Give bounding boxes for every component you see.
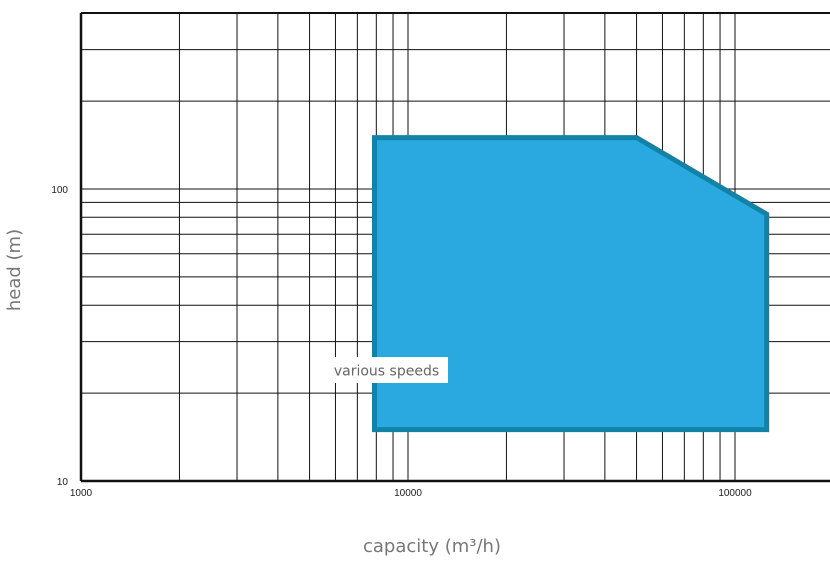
region-label-text: various speeds [334,364,439,380]
operating-region [372,135,770,433]
region-label-background [325,357,448,383]
x-axis-title: capacity (m³/h) [363,536,501,557]
y-tick-label: 10 [57,477,69,488]
region-label: various speeds [325,357,448,383]
tick-labels: 1000 10000 100000 10 100 [51,185,752,499]
y-tick-label: 100 [51,185,68,196]
y-axis-title: head (m) [4,229,25,311]
x-tick-label: 100000 [718,488,752,499]
x-tick-label: 1000 [70,488,93,499]
axes [79,12,830,483]
x-tick-label: 10000 [394,488,422,499]
region-group [372,135,770,433]
